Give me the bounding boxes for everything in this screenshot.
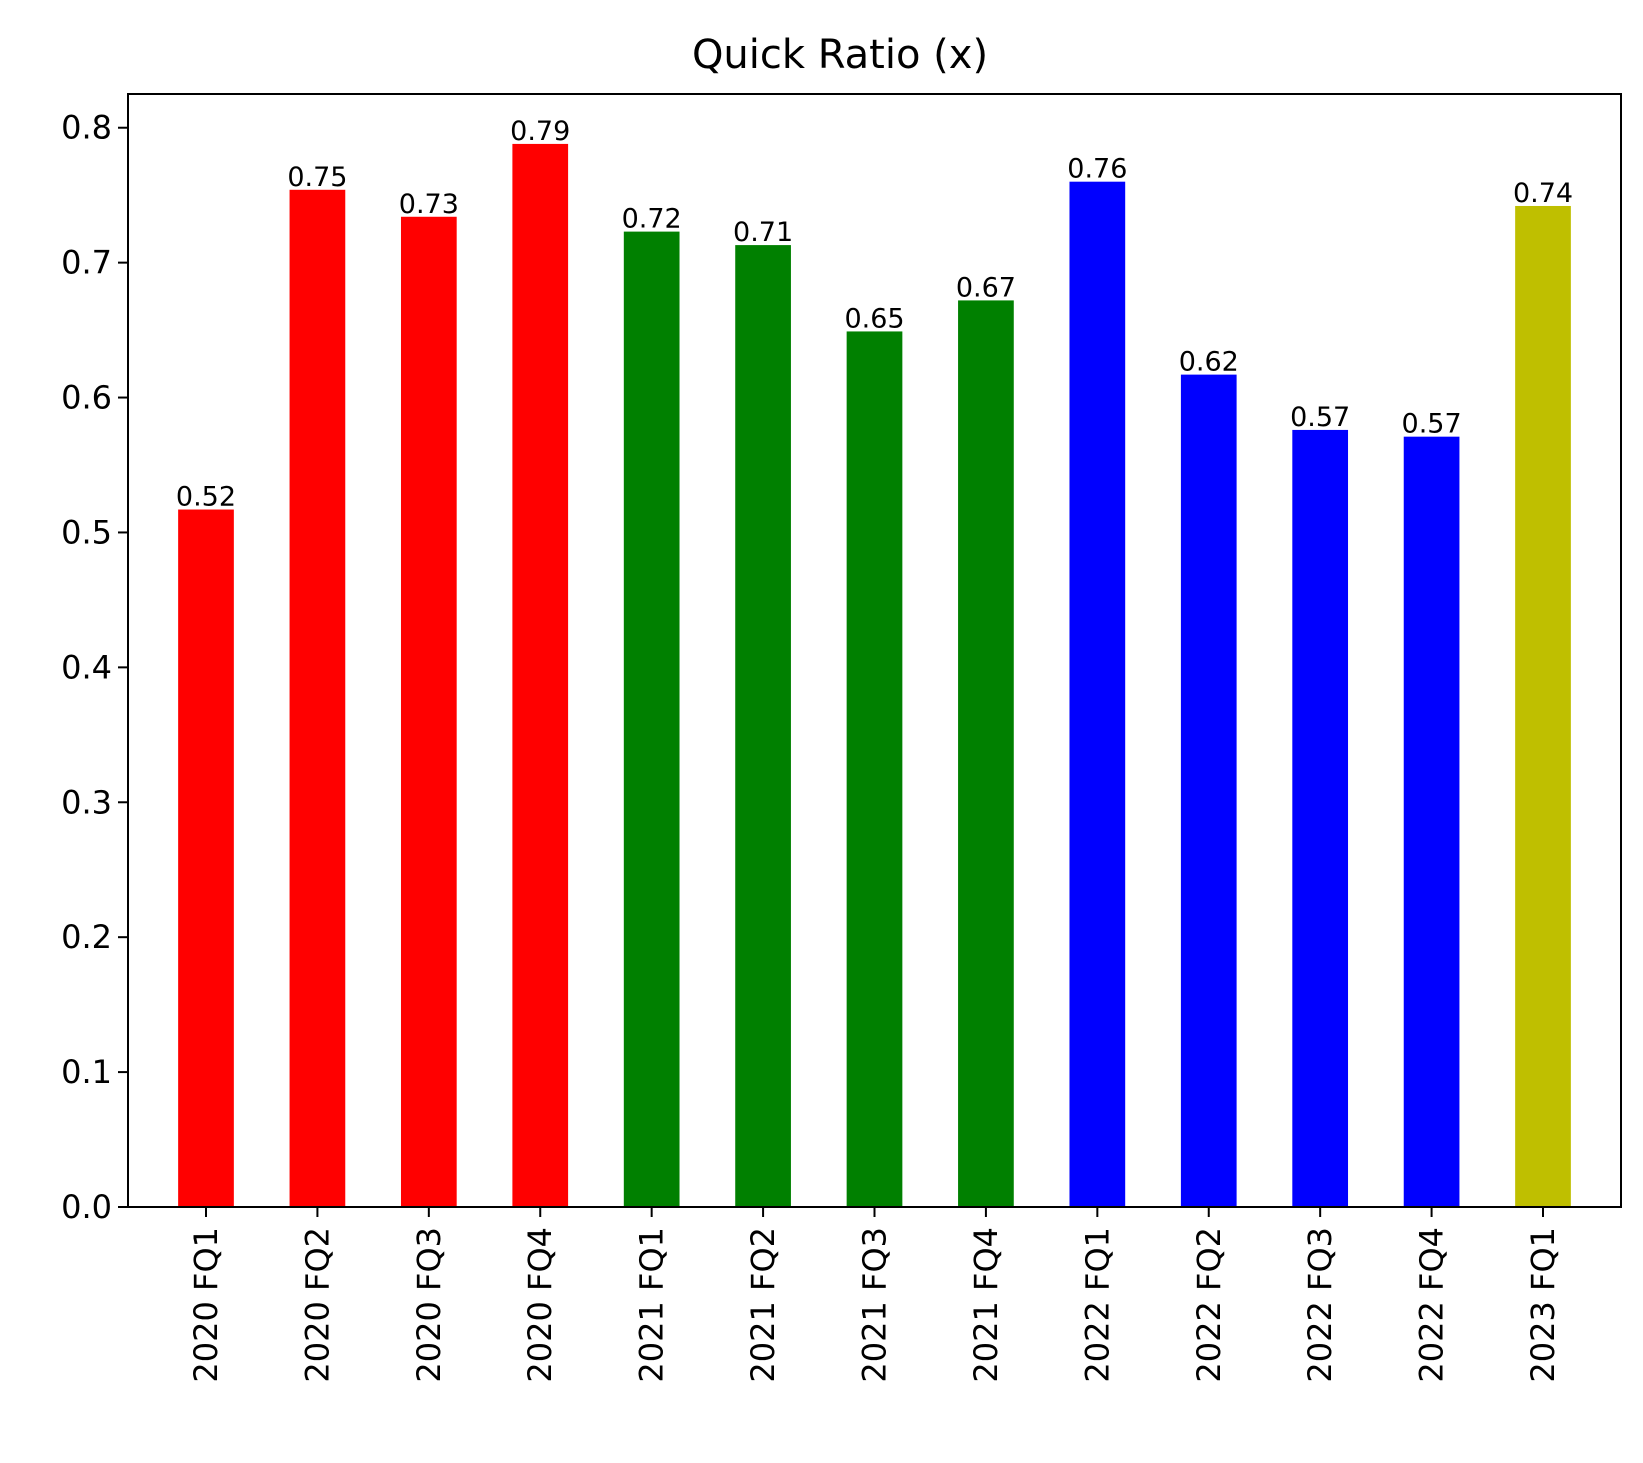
y-tick-label: 0.5 (61, 513, 112, 551)
bar (735, 245, 791, 1208)
x-tick-label: 2020 FQ2 (298, 1227, 336, 1383)
x-tick-label: 2020 FQ3 (410, 1227, 448, 1383)
x-tick-label: 2022 FQ2 (1190, 1227, 1228, 1383)
y-tick-label: 0.1 (61, 1053, 112, 1091)
x-tick-label: 2021 FQ2 (744, 1227, 782, 1383)
bar (1403, 436, 1460, 1208)
bar (846, 331, 903, 1207)
bar-value-label: 0.65 (844, 303, 904, 334)
bar-value-label: 0.67 (956, 272, 1016, 303)
bar (1069, 181, 1126, 1207)
bar (289, 189, 346, 1207)
y-tick-label: 0.4 (61, 648, 112, 686)
x-axis: 2020 FQ1 2020 FQ2 2020 FQ3 2020 FQ4 2021 FQ1… (187, 1207, 1562, 1383)
bar (1292, 429, 1349, 1207)
x-tick-label: 2021 FQ1 (633, 1227, 671, 1383)
bar-value-label: 0.57 (1290, 402, 1350, 433)
bar-value-label: 0.72 (622, 204, 682, 235)
bar (958, 300, 1014, 1208)
bar (512, 143, 569, 1207)
bar-value-label: 0.74 (1513, 178, 1573, 209)
y-tick-label: 0.0 (61, 1188, 112, 1226)
x-tick-label: 2021 FQ3 (856, 1227, 894, 1383)
x-tick-label: 2023 FQ1 (1524, 1227, 1562, 1383)
y-tick-label: 0.8 (61, 109, 112, 147)
bar-value-label: 0.75 (287, 162, 347, 193)
value-labels-group: 0.52 0.75 0.73 0.79 0.72 0.71 0.65 0.67 0.76 0.62… (176, 116, 1573, 513)
x-tick-label: 2021 FQ4 (967, 1227, 1005, 1383)
y-axis: 0.0 0.1 0.2 0.3 0.4 0.5 0.6 0.7 0.8 (61, 109, 128, 1226)
bar (178, 509, 234, 1207)
plot-frame (127, 93, 1622, 1208)
y-tick-label: 0.6 (61, 379, 112, 417)
bar-value-label: 0.76 (1067, 154, 1127, 185)
x-tick-label: 2022 FQ3 (1301, 1227, 1339, 1383)
x-tick-label: 2022 FQ4 (1413, 1227, 1451, 1383)
bar-value-label: 0.57 (1402, 409, 1462, 440)
bar (623, 231, 680, 1207)
y-tick-label: 0.7 (61, 244, 112, 282)
bars-group (178, 143, 1571, 1208)
bar (400, 216, 457, 1207)
bar-value-label: 0.52 (176, 482, 236, 513)
bar-value-label: 0.73 (399, 189, 459, 220)
bar-value-label: 0.79 (510, 116, 570, 147)
bar (1180, 374, 1237, 1207)
x-tick-label: 2022 FQ1 (1078, 1227, 1116, 1383)
x-tick-label: 2020 FQ4 (521, 1227, 559, 1383)
y-tick-label: 0.3 (61, 783, 112, 821)
bar (1515, 205, 1571, 1207)
y-tick-label: 0.2 (61, 918, 112, 956)
bar-value-label: 0.62 (1179, 347, 1239, 378)
x-tick-label: 2020 FQ1 (187, 1227, 225, 1383)
bar-value-label: 0.71 (733, 217, 793, 248)
chart-title: Quick Ratio (x) (692, 32, 988, 78)
